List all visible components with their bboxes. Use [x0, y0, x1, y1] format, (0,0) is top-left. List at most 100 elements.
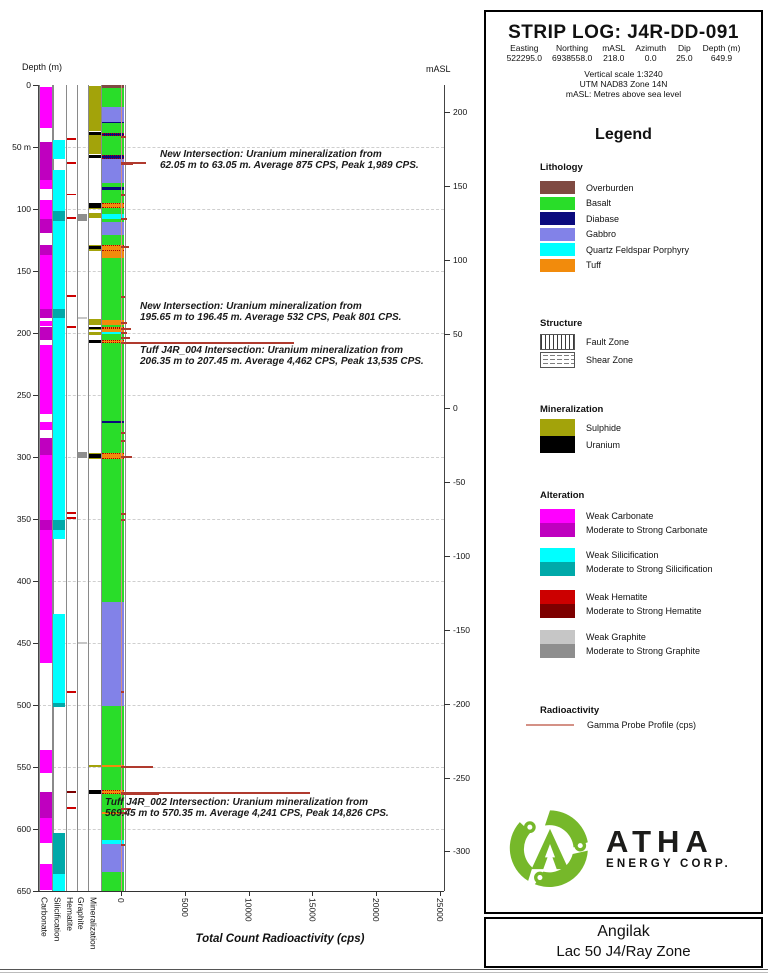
carbonate-strong-interval [40, 142, 52, 181]
masl-tick-label: -150 [453, 624, 471, 635]
tuff-swatch [540, 258, 575, 272]
hematite-weak-mark [67, 217, 76, 219]
litho-interval-tuff [102, 319, 124, 325]
depth-tick [33, 85, 38, 86]
litho-interval-gabbro [102, 843, 124, 873]
mineralization-heading: Mineralization [540, 404, 604, 415]
litho-interval-diabase [102, 121, 124, 123]
legend-item-gabbro: Gabbro [540, 227, 616, 241]
uranium-swatch [540, 436, 575, 453]
lithology-heading: Lithology [540, 162, 583, 173]
carbonate-track-label: Carbonate [39, 897, 50, 937]
gamma-tick [440, 891, 441, 896]
depth-tick-label: 450 [16, 638, 31, 648]
silicification-strong-interval [53, 211, 65, 222]
uranium-interval [89, 340, 101, 343]
qfp-swatch [540, 243, 575, 256]
litho-interval-basalt [102, 794, 124, 812]
hematite-weak-mark [67, 326, 76, 329]
sulphide-interval [89, 212, 101, 218]
litho-interval-basalt [102, 182, 124, 188]
uranium-interval [89, 203, 101, 208]
gamma-tick-label: 25000 [435, 898, 445, 922]
litho-interval-diabase [102, 132, 124, 137]
depth-gridline [38, 705, 444, 706]
depth-tick-label: 100 [16, 204, 31, 214]
depth-tick [33, 271, 38, 272]
depth-tick [33, 209, 38, 210]
masl-tick [444, 259, 450, 261]
graphite-strong-swatch [540, 644, 575, 658]
hematite-weak-mark [67, 512, 76, 515]
legend-item-qfp: Quartz Feldspar Porphyry [540, 243, 689, 256]
masl-tick-label: -300 [453, 846, 471, 857]
intersection-annotation: New Intersection: Uranium mineralization… [160, 148, 419, 171]
hematite-strong-mark [67, 791, 76, 794]
legend-title: Legend [595, 126, 652, 143]
sulphide-interval [89, 135, 101, 155]
silicification-weak-swatch [540, 548, 575, 562]
carbonate-weak-interval [40, 87, 52, 129]
gamma-spike [121, 321, 128, 324]
gamma-tick-label: 0 [116, 898, 126, 903]
masl-tick-label: 200 [453, 106, 468, 117]
carbonate-strong-interval [40, 438, 52, 455]
note-masl: mASL: Metres above sea level [565, 89, 682, 99]
silicification-weak-interval [53, 139, 65, 160]
graphite-strong-mark [78, 213, 87, 222]
diabase-swatch [540, 212, 575, 225]
legend-pair-hematite: Weak Hematite Moderate to Strong Hematite [540, 590, 702, 618]
silicification-weak-interval [53, 221, 65, 310]
depth-tick [33, 891, 38, 892]
radioactivity-heading: Radioactivity [540, 705, 600, 716]
graphite-weak-swatch [540, 630, 575, 644]
carbonate-weak-interval [40, 345, 52, 414]
gamma-axis-title: Total Count Radioactivity (cps) [195, 933, 365, 945]
intersection-annotation: Tuff J4R_002 Intersection: Uranium miner… [105, 796, 389, 819]
litho-interval-gabbro [102, 106, 124, 122]
gamma-spike [121, 843, 125, 846]
depth-gridline [38, 395, 444, 396]
masl-tick-label: -200 [453, 698, 471, 709]
litho-interval-basalt [102, 207, 124, 214]
depth-gridline [38, 581, 444, 582]
legend-item-tuff: Tuff [540, 258, 601, 272]
collar-metadata: Easting 522295.0 Northing 6938558.0 mASL 21… [486, 43, 761, 63]
litho-interval-diabase [102, 155, 124, 159]
gamma-tick [121, 891, 122, 896]
depth-tick-label: 250 [16, 390, 31, 400]
sulphide-interval [89, 319, 101, 325]
hematite-weak-mark [67, 807, 76, 810]
gamma-spike [121, 336, 130, 339]
project-title-box: Angilak Lac 50 J4/Ray Zone [484, 917, 763, 968]
depth-tick [33, 147, 38, 148]
carbonate-weak-interval [40, 749, 52, 774]
masl-tick [444, 333, 450, 335]
litho-interval-basalt [102, 814, 124, 841]
gamma-spike [121, 341, 294, 344]
depth-gridline [38, 457, 444, 458]
depth-tick [33, 643, 38, 644]
depth-tick-label: 50 m [12, 142, 31, 152]
masl-tick [444, 481, 450, 483]
graphite-track-label: Graphite [76, 897, 86, 930]
hematite-weak-swatch [540, 590, 575, 604]
meta-northing: Northing 6938558.0 [552, 43, 593, 63]
depth-tick [33, 581, 38, 582]
masl-tick [444, 703, 450, 705]
litho-interval-tuff [102, 327, 124, 330]
meta-azimuth: Azimuth 0.0 [635, 43, 667, 63]
gamma-tick [184, 891, 186, 896]
depth-axis-title: Depth (m) [22, 62, 63, 72]
depth-tick [33, 395, 38, 396]
hematite-weak-mark [67, 193, 76, 196]
legend-item-overburden: Overburden [540, 181, 634, 194]
brand-tagline: ENERGY CORP. [606, 858, 731, 870]
carbonate-weak-interval [40, 454, 52, 521]
hematite-weak-mark [67, 517, 76, 519]
masl-tick [444, 111, 450, 113]
gamma-spike [121, 807, 132, 810]
uranium-interval [89, 453, 101, 459]
hematite-weak-mark [67, 690, 76, 693]
gamma-spike [121, 162, 147, 165]
